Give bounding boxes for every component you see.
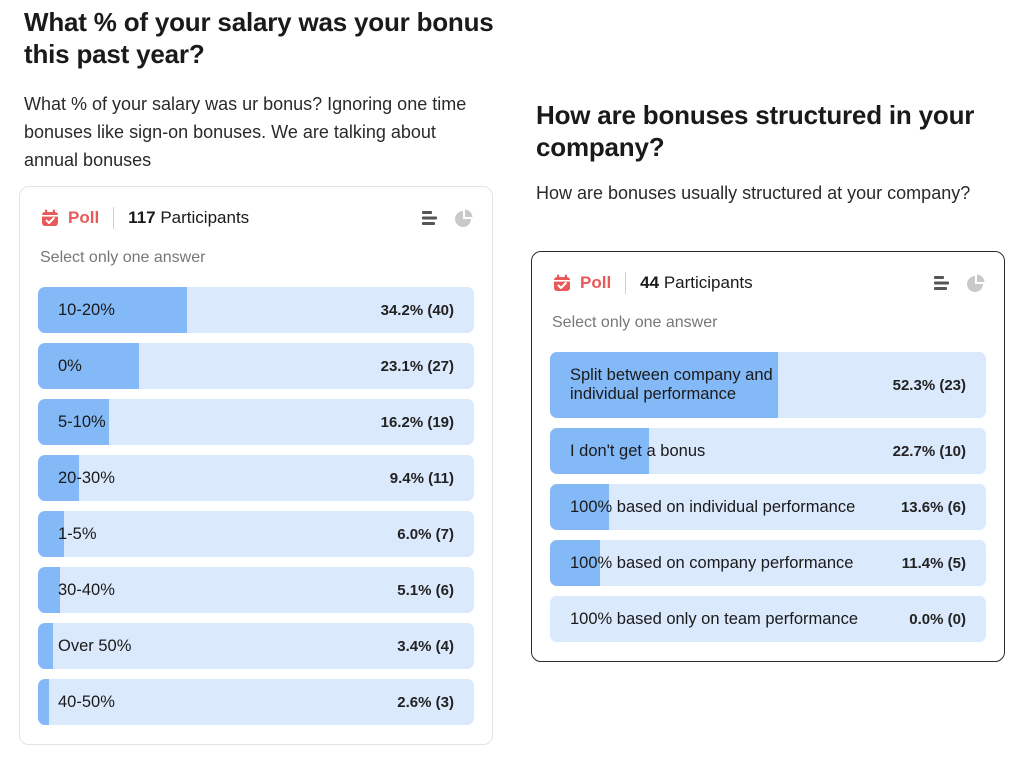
poll-option-label: 100% based only on team performance (570, 609, 859, 628)
participant-count: 44 Participants (640, 273, 752, 293)
poll-option[interactable]: Split between company and individual per… (550, 352, 986, 418)
bar-list-icon[interactable] (420, 208, 440, 228)
right-poll-card: Poll 44 Participants Select only one ans… (531, 251, 1005, 662)
right-question-description: How are bonuses usually structured at yo… (536, 183, 971, 203)
participant-number: 117 (128, 208, 156, 227)
poll-option-label: Over 50% (58, 636, 132, 655)
right-question-title: How are bonuses structured in your compa… (536, 100, 975, 162)
poll-option-fill (38, 343, 139, 389)
poll-option-result: 5.1% (6) (397, 581, 454, 599)
pie-chart-icon[interactable] (454, 208, 474, 228)
poll-option-result: 6.0% (7) (397, 525, 454, 543)
poll-option-result: 9.4% (11) (389, 469, 454, 487)
header-divider (625, 272, 627, 294)
poll-option[interactable]: 20-30% 9.4% (11) (38, 455, 474, 501)
poll-option-fill (38, 567, 61, 613)
header-divider (113, 207, 115, 229)
poll-option-result: 22.7% (10) (892, 442, 966, 460)
poll-option-fill (38, 399, 109, 445)
poll-option[interactable]: 0% 23.1% (27) (38, 343, 474, 389)
poll-option[interactable]: 40-50% 2.6% (3) (38, 679, 474, 725)
bar-list-icon[interactable] (932, 273, 952, 293)
poll-option[interactable]: Over 50% 3.4% (4) (38, 623, 474, 669)
poll-option[interactable]: I don't get a bonus 22.7% (10) (550, 428, 986, 474)
poll-option-fill (38, 455, 79, 501)
poll-option-result: 52.3% (23) (892, 376, 966, 394)
poll-label: Poll (580, 273, 612, 292)
select-hint: Select only one answer (552, 314, 718, 331)
participant-count: 117 Participants (128, 208, 249, 228)
left-poll-options: 10-20% 34.2% (40) 0% 23.1% (27) 5-10% 16.2%… (38, 287, 474, 735)
pie-chart-icon[interactable] (966, 273, 986, 293)
poll-calendar-icon (40, 208, 60, 228)
poll-option-result: 11.4% (5) (901, 554, 966, 572)
poll-option-label: 30-40% (58, 580, 115, 599)
poll-option-result: 3.4% (4) (397, 637, 454, 655)
right-poll-options: Split between company and individual per… (550, 352, 986, 652)
poll-option[interactable]: 10-20% 34.2% (40) (38, 287, 474, 333)
poll-option[interactable]: 100% based only on team performance 0.0% … (550, 596, 986, 642)
poll-option[interactable]: 100% based on company performance 11.4% (… (550, 540, 986, 586)
poll-option[interactable]: 1-5% 6.0% (7) (38, 511, 474, 557)
left-poll-header: Poll 117 Participants (40, 205, 474, 231)
poll-option-result: 13.6% (6) (900, 498, 966, 516)
poll-calendar-icon (552, 273, 572, 293)
poll-option-result: 23.1% (27) (380, 357, 454, 375)
poll-option-result: 34.2% (40) (380, 301, 454, 319)
poll-option-label: 40-50% (58, 692, 115, 711)
poll-option-label: 20-30% (58, 468, 115, 487)
participant-word: Participants (663, 273, 753, 292)
poll-option-result: 0.0% (0) (909, 610, 966, 628)
right-question: How are bonuses structured in your compa… (536, 99, 1006, 207)
poll-option-label: 5-10% (58, 412, 106, 431)
poll-option-label: 0% (58, 356, 82, 375)
poll-option-result: 16.2% (19) (380, 413, 454, 431)
poll-option[interactable]: 100% based on individual performance 13.6… (550, 484, 986, 530)
poll-option-label: I don't get a bonus (570, 441, 706, 460)
poll-option-fill (38, 679, 50, 725)
poll-option-fill (550, 428, 649, 474)
left-question-title: What % of your salary was your bonus thi… (24, 7, 494, 69)
poll-option[interactable]: 5-10% 16.2% (19) (38, 399, 474, 445)
poll-option-label: 1-5% (58, 524, 97, 543)
poll-option-label: 10-20% (58, 300, 115, 319)
poll-option-label: 100% based on company performance (570, 553, 854, 572)
poll-label: Poll (68, 208, 100, 227)
participant-number: 44 (640, 273, 660, 292)
poll-option[interactable]: 30-40% 5.1% (6) (38, 567, 474, 613)
select-hint: Select only one answer (40, 249, 206, 266)
poll-option-label: 100% based on individual performance (570, 497, 856, 516)
poll-option-fill (550, 484, 610, 530)
poll-option-fill (38, 287, 188, 333)
poll-option-fill (550, 352, 779, 418)
poll-option-fill (550, 540, 600, 586)
poll-option-label: Split between company and individual per… (570, 366, 773, 403)
left-question: What % of your salary was your bonus thi… (24, 6, 494, 174)
poll-option-fill (38, 511, 65, 557)
view-toggle (932, 273, 986, 293)
left-question-description: What % of your salary was ur bonus? Igno… (24, 94, 467, 170)
left-poll-card: Poll 117 Participants Select only one an… (19, 186, 493, 745)
right-poll-header: Poll 44 Participants (552, 270, 986, 296)
participant-word: Participants (160, 208, 250, 227)
view-toggle (420, 208, 474, 228)
poll-option-fill (38, 623, 53, 669)
poll-option-result: 2.6% (3) (397, 693, 454, 711)
